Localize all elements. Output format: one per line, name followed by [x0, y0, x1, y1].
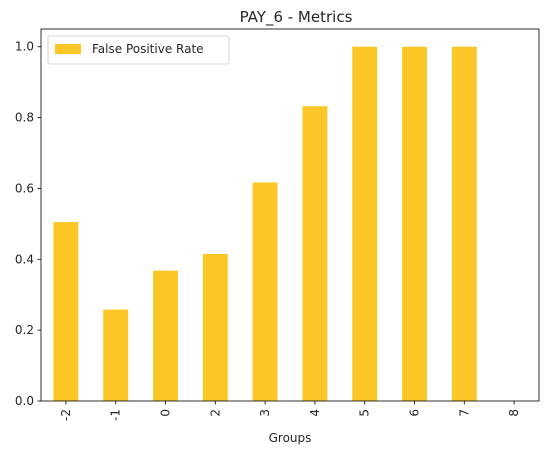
y-tick-label: 0.2 — [15, 323, 34, 337]
x-axis: -2 -1 0 2 3 4 5 6 7 8 — [59, 401, 521, 421]
legend-frame — [47, 35, 230, 65]
x-tick-label: 0 — [159, 409, 173, 417]
legend-label: False Positive Rate — [92, 42, 204, 56]
x-tick-label: 5 — [358, 409, 372, 417]
y-tick-label: 1.0 — [15, 40, 34, 54]
y-tick-label: 0.8 — [15, 111, 34, 125]
x-tick-label: 7 — [457, 409, 471, 417]
bar-7 — [451, 46, 477, 401]
y-tick-label: 0.0 — [15, 394, 34, 408]
chart-title: PAY_6 - Metrics — [240, 8, 353, 27]
bar-4 — [302, 106, 328, 401]
x-axis-title: Groups — [269, 431, 312, 445]
x-tick-label: 4 — [308, 409, 322, 417]
x-tick-label: 2 — [208, 409, 222, 417]
x-tick-label: -2 — [59, 409, 73, 421]
x-tick-label: -1 — [109, 409, 123, 421]
plot-frame — [40, 28, 540, 402]
bar-5 — [352, 46, 378, 401]
bar-2 — [202, 253, 228, 401]
x-tick-label: 3 — [258, 409, 272, 417]
bar--2 — [53, 222, 79, 401]
y-axis: 0.0 0.2 0.4 0.6 0.8 1.0 — [15, 40, 41, 408]
y-tick-label: 0.4 — [15, 252, 34, 266]
bars-layer — [53, 46, 477, 401]
legend: False Positive Rate — [47, 35, 230, 65]
bar-0 — [153, 270, 178, 401]
bar-6 — [402, 46, 427, 401]
bar--1 — [103, 309, 129, 401]
x-tick-label: 8 — [507, 409, 521, 417]
legend-swatch — [55, 44, 81, 54]
x-tick-label: 6 — [408, 409, 422, 417]
bar-3 — [252, 182, 278, 401]
y-tick-label: 0.6 — [15, 181, 34, 195]
